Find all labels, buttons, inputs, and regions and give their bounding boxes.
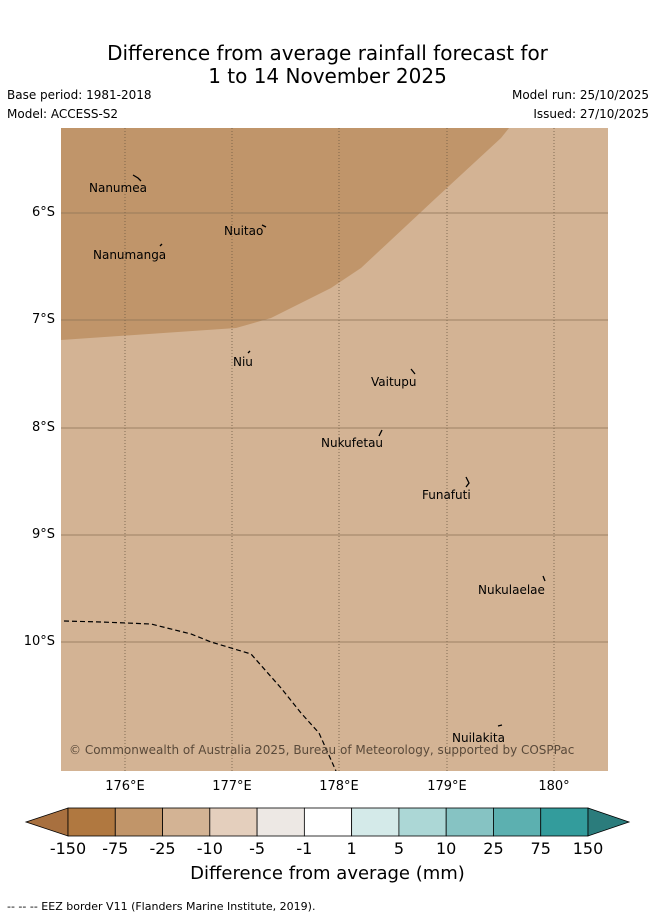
- island-shape-nanumanga: [159, 243, 163, 247]
- eez-footnote: -- -- -- EEZ border V11 (Flanders Marine…: [7, 900, 316, 913]
- map-canvas: [61, 128, 608, 771]
- island-shape-nuitao: [261, 224, 267, 228]
- colorbar: [24, 807, 631, 837]
- island-shapes: [132, 174, 546, 727]
- lat-label-8s: 8°S: [31, 420, 55, 435]
- island-shape-nukulaelae: [542, 575, 546, 582]
- lon-label-178: 178°E: [319, 779, 359, 794]
- island-shape-nukufetau: [378, 429, 383, 437]
- lon-label-177: 177°E: [212, 779, 252, 794]
- colorbar-bin: [67, 807, 116, 837]
- colorbar-tick-label: -25: [149, 839, 176, 858]
- colorbar-tick-label: 10: [435, 839, 457, 858]
- island-shape-nuilakita: [497, 724, 503, 727]
- island-shape-vaitupu: [410, 368, 416, 375]
- colorbar-tick-label: -10: [196, 839, 223, 858]
- colorbar-bin: [114, 807, 163, 837]
- colorbar-bin: [303, 807, 353, 837]
- issued-date: Issued: 27/10/2025: [533, 107, 649, 121]
- colorbar-tick-label: 25: [483, 839, 504, 858]
- colorbar-extend-low: [24, 807, 69, 837]
- colorbar-bin: [398, 807, 447, 837]
- chart-title-line1: Difference from average rainfall forecas…: [107, 41, 548, 65]
- island-shape-funafuti: [465, 476, 470, 488]
- colorbar-extend-high: [587, 807, 631, 837]
- colorbar-bin: [493, 807, 542, 837]
- model-name: Model: ACCESS-S2: [7, 107, 119, 121]
- colorbar-tick-label: 150: [572, 839, 604, 858]
- graticule: [124, 128, 555, 771]
- lon-label-176: 176°E: [105, 779, 145, 794]
- colorbar-bin: [162, 807, 211, 837]
- lon-label-180: 180°: [538, 779, 570, 794]
- lat-label-9s: 9°S: [31, 527, 55, 542]
- island-label-nukulaelae: Nukulaelae: [478, 583, 545, 597]
- eez-border: [63, 620, 337, 771]
- colorbar-tick-label: -5: [249, 839, 266, 858]
- island-shape-nanumea: [132, 174, 142, 182]
- island-label-nuilakita: Nuilakita: [452, 731, 505, 745]
- island-label-nanumanga: Nanumanga: [93, 248, 167, 262]
- colorbar-bin: [209, 807, 258, 837]
- colorbar-bin: [351, 807, 400, 837]
- island-label-funafuti: Funafuti: [422, 488, 471, 502]
- island-label-nanumea: Nanumea: [89, 181, 147, 195]
- island-label-vaitupu: Vaitupu: [371, 375, 417, 389]
- copyright-notice: © Commonwealth of Australia 2025, Bureau…: [69, 743, 575, 757]
- chart-title-line2: 1 to 14 November 2025: [208, 64, 447, 88]
- colorbar-tick-label: -150: [49, 839, 87, 858]
- colorbar-tick-label: -1: [296, 839, 313, 858]
- lon-label-179: 179°E: [427, 779, 467, 794]
- island-label-nuitao: Nuitao: [224, 224, 264, 238]
- island-shape-niu: [247, 350, 251, 354]
- colorbar-bin: [540, 807, 589, 837]
- colorbar-title: Difference from average (mm): [190, 863, 465, 884]
- colorbar-tick-label: -75: [102, 839, 129, 858]
- lat-label-7s: 7°S: [31, 312, 55, 327]
- parallels: [61, 212, 608, 643]
- colorbar-tick-label: 1: [346, 839, 357, 858]
- colorbar-bin: [256, 807, 305, 837]
- colorbar-tick-label: 75: [530, 839, 551, 858]
- lat-label-6s: 6°S: [31, 205, 55, 220]
- lat-label-10s: 10°S: [23, 634, 55, 649]
- model-run-date: Model run: 25/10/2025: [511, 88, 649, 102]
- colorbar-tick-label: 5: [393, 839, 404, 858]
- colorbar-bin: [445, 807, 494, 837]
- base-period: Base period: 1981-2018: [7, 88, 152, 102]
- rainfall-map: [61, 128, 608, 771]
- island-label-niu: Niu: [233, 355, 253, 369]
- region-minus-75: [61, 128, 509, 340]
- island-label-nukufetau: Nukufetau: [321, 436, 384, 450]
